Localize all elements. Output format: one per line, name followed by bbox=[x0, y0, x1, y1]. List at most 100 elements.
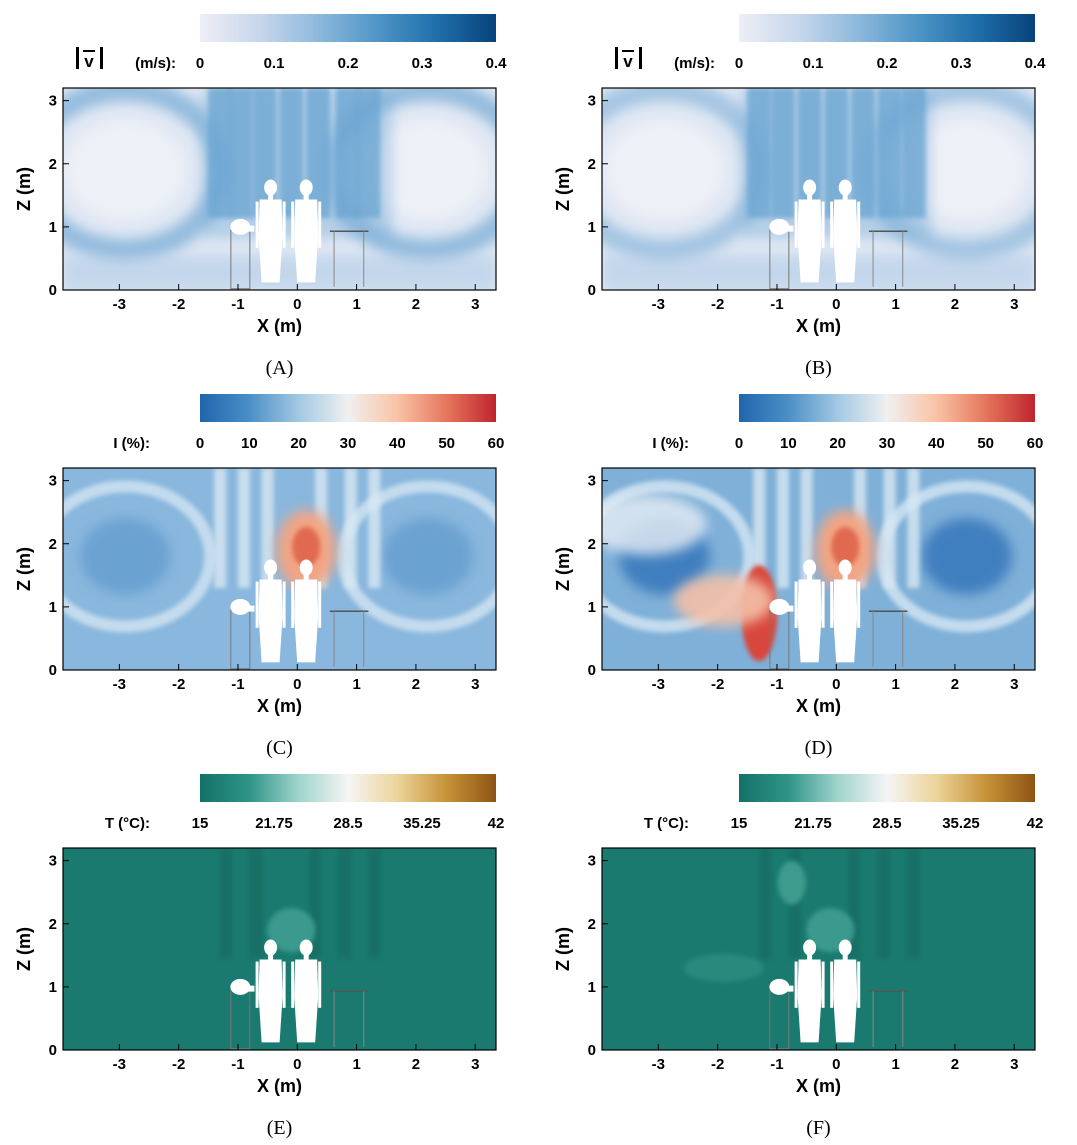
obstacles bbox=[230, 939, 369, 1050]
colorbar-tick-label: 42 bbox=[488, 815, 505, 832]
colorbar-tick-label: 21.75 bbox=[255, 815, 293, 832]
x-tick-label: -2 bbox=[711, 1056, 724, 1073]
panel-caption: (A) bbox=[266, 357, 294, 379]
x-tick-label: -1 bbox=[770, 296, 783, 313]
colorbar-tick-label: 28.5 bbox=[333, 815, 362, 832]
colorbar bbox=[200, 394, 496, 422]
x-tick-label: -3 bbox=[652, 296, 665, 313]
x-tick-label: -3 bbox=[113, 676, 126, 693]
y-tick-label: 2 bbox=[49, 156, 57, 173]
colorbar-label: (m/s): bbox=[674, 55, 715, 72]
plot-frame bbox=[601, 87, 1036, 291]
x-tick-label: 3 bbox=[471, 296, 479, 313]
panel-c: 0 10 20 30 40 50 60 I (%): -3 -2 -1 0 1 2 3 0 1 2 3 X (m) Z … bbox=[0, 380, 538, 760]
x-tick-label: 2 bbox=[412, 1056, 420, 1073]
obstacles bbox=[230, 559, 369, 670]
panel-caption: (D) bbox=[805, 737, 833, 759]
field bbox=[63, 848, 496, 1050]
panel-a: 0 0.1 0.2 0.3 0.4 v (m/s): -3 -2 -1 0 1 2 3 0 1 2 3 X (m) Z… bbox=[0, 0, 538, 380]
jet-stripe bbox=[368, 468, 381, 588]
vortex-core bbox=[921, 518, 1012, 595]
warm-plume bbox=[777, 860, 806, 905]
x-tick-label: -2 bbox=[711, 676, 724, 693]
x-tick-label: -1 bbox=[770, 676, 783, 693]
y-axis-label: Z (m) bbox=[14, 547, 34, 591]
obstacles bbox=[230, 179, 369, 290]
colorbar-tick-label: 21.75 bbox=[794, 815, 832, 832]
vortex-ring bbox=[602, 480, 756, 633]
chart-svg: 15 21.75 28.5 35.25 42 T (°C): -3 -2 -1 0 1 2 3 0 1 2 3 X… bbox=[14, 774, 505, 1139]
plot-frame bbox=[62, 87, 497, 291]
colorbar-label: (m/s): bbox=[135, 55, 176, 72]
y-axis-label: Z (m) bbox=[14, 927, 34, 971]
y-tick-label: 3 bbox=[588, 473, 596, 490]
y-tick-label: 1 bbox=[49, 979, 57, 996]
jet-stripe bbox=[907, 848, 920, 958]
field bbox=[602, 848, 1035, 1050]
jet-stripe bbox=[249, 848, 262, 958]
vortex-core bbox=[80, 518, 171, 595]
jet-stripe bbox=[907, 468, 920, 588]
jet-stripe bbox=[759, 848, 772, 958]
x-tick-label: 2 bbox=[412, 676, 420, 693]
colorbar bbox=[739, 774, 1035, 802]
x-tick-label: 3 bbox=[1010, 296, 1018, 313]
plot-frame bbox=[601, 847, 1036, 1051]
x-axis-label: X (m) bbox=[796, 1076, 841, 1096]
warm-plume-core bbox=[292, 526, 321, 567]
jet-stripe bbox=[877, 848, 890, 958]
colorbar-label: I (%): bbox=[113, 435, 150, 452]
x-axis-label: X (m) bbox=[796, 696, 841, 716]
plot-frame bbox=[601, 467, 1036, 671]
colorbar-tick-label: 30 bbox=[879, 435, 896, 452]
x-tick-label: -3 bbox=[652, 676, 665, 693]
x-tick-label: 0 bbox=[832, 296, 840, 313]
vortex-core bbox=[65, 120, 186, 221]
x-tick-label: 0 bbox=[293, 296, 301, 313]
colorbar-tick-label: 60 bbox=[1027, 435, 1044, 452]
x-axis-label: X (m) bbox=[257, 316, 302, 336]
x-tick-label: 2 bbox=[951, 1056, 959, 1073]
y-tick-label: 3 bbox=[49, 853, 57, 870]
colorbar-tick-label: 20 bbox=[290, 435, 307, 452]
panel-e: 15 21.75 28.5 35.25 42 T (°C): -3 -2 -1 0 1 2 3 0 1 2 3 X… bbox=[0, 760, 538, 1140]
y-tick-label: 0 bbox=[588, 1042, 596, 1059]
colorbar-tick-label: 0.1 bbox=[264, 55, 285, 72]
light-region bbox=[602, 494, 707, 555]
x-tick-label: 2 bbox=[412, 296, 420, 313]
colorbar bbox=[200, 14, 496, 42]
colorbar bbox=[200, 774, 496, 802]
field bbox=[602, 468, 1035, 670]
x-tick-label: 2 bbox=[951, 296, 959, 313]
colorbar-tick-label: 0 bbox=[196, 435, 204, 452]
colorbar-tick-label: 0 bbox=[196, 55, 204, 72]
warm-region bbox=[673, 574, 774, 627]
y-tick-label: 2 bbox=[49, 536, 57, 553]
x-tick-label: 1 bbox=[352, 296, 360, 313]
object-top bbox=[773, 605, 794, 612]
jet-stripe bbox=[338, 848, 351, 958]
colorbar-tick-label: 20 bbox=[829, 435, 846, 452]
colorbar bbox=[739, 394, 1035, 422]
warm-region bbox=[683, 953, 764, 982]
chart-svg: 0 0.1 0.2 0.3 0.4 v (m/s): -3 -2 -1 0 1 2 3 0 1 2 3 X (m) Z… bbox=[553, 14, 1046, 379]
jet-stripe bbox=[368, 848, 381, 958]
colorbar-tick-label: 0.1 bbox=[803, 55, 824, 72]
jet-stripe bbox=[883, 468, 896, 588]
panel-caption: (F) bbox=[806, 1117, 830, 1139]
x-tick-label: -2 bbox=[172, 676, 185, 693]
y-tick-label: 1 bbox=[588, 979, 596, 996]
colorbar-label: T (°C): bbox=[105, 815, 150, 832]
object-top bbox=[234, 225, 255, 232]
x-tick-label: 0 bbox=[293, 1056, 301, 1073]
colorbar-tick-label: 50 bbox=[438, 435, 455, 452]
jet-stripe bbox=[220, 848, 233, 958]
x-tick-label: -1 bbox=[231, 1056, 244, 1073]
occupant-silhouette bbox=[794, 179, 825, 283]
y-tick-label: 2 bbox=[588, 156, 596, 173]
colorbar-tick-label: 0.2 bbox=[877, 55, 898, 72]
jet-stripe bbox=[261, 468, 274, 588]
x-tick-label: 0 bbox=[832, 1056, 840, 1073]
panel-d: 0 10 20 30 40 50 60 I (%): -3 -2 -1 0 1 2 3 0 1 2 3 X (m) Z … bbox=[539, 380, 1077, 760]
x-tick-label: -2 bbox=[711, 296, 724, 313]
